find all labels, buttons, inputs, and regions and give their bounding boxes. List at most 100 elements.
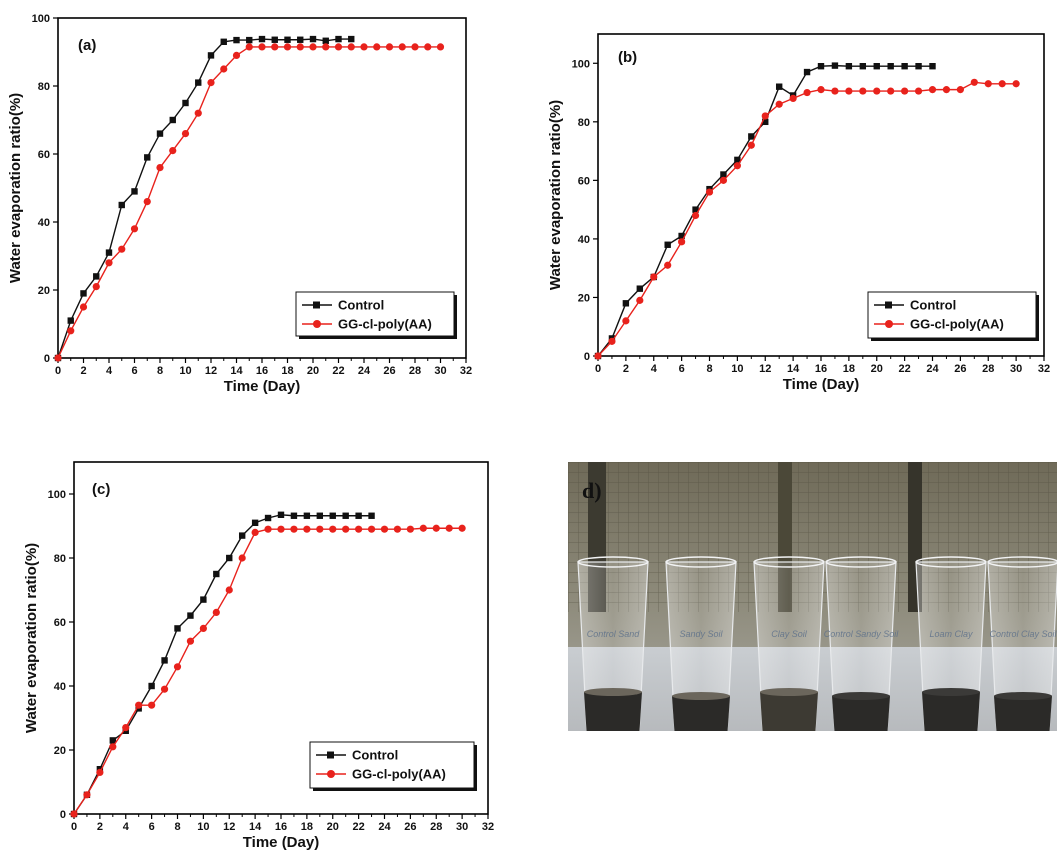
cup-soil xyxy=(922,692,980,754)
data-point-control xyxy=(664,241,671,248)
x-tick-label: 4 xyxy=(651,363,658,375)
data-point-control xyxy=(845,63,853,70)
cup-handwritten-label: Control Clay Soil xyxy=(989,629,1057,639)
x-tick-label: 2 xyxy=(623,363,629,375)
data-point-gg-cl-poly-aa xyxy=(419,524,427,532)
data-point-control xyxy=(303,512,311,519)
legend-shadow-bottom xyxy=(871,338,1039,341)
cup-soil xyxy=(832,696,890,754)
cup-handwritten-label: Control Sand xyxy=(587,629,641,639)
soil-cup: Control Sand xyxy=(577,556,649,755)
cup-soil-surface xyxy=(922,688,980,696)
x-axis-label: Time (Day) xyxy=(783,376,859,393)
data-point-control xyxy=(200,596,207,603)
data-point-gg-cl-poly-aa xyxy=(67,327,75,335)
soil-cup: Control Clay Soil xyxy=(987,556,1057,755)
data-point-control xyxy=(368,512,375,519)
chart-panel-b: 0 2 4 6 8 10 12 14 16 18 20 22 24 26 28 30 32 0 20 40 60 80 10… xyxy=(536,20,1057,400)
x-tick-label: 24 xyxy=(378,821,391,833)
soil-cup: Sandy Soil xyxy=(665,556,737,755)
legend-marker-square xyxy=(313,301,320,309)
x-tick-label: 28 xyxy=(430,821,442,833)
x-tick-label: 8 xyxy=(174,821,180,833)
legend-shadow-right xyxy=(1036,295,1039,341)
data-point-gg-cl-poly-aa xyxy=(329,525,337,533)
x-tick-label: 4 xyxy=(106,365,113,377)
data-point-control xyxy=(692,206,699,213)
y-tick-label: 0 xyxy=(584,351,590,363)
data-point-gg-cl-poly-aa xyxy=(83,791,91,799)
x-tick-label: 24 xyxy=(926,363,939,375)
data-point-gg-cl-poly-aa xyxy=(817,86,825,94)
x-tick-label: 16 xyxy=(815,363,827,375)
data-point-control xyxy=(316,512,324,519)
data-point-gg-cl-poly-aa xyxy=(845,87,853,95)
legend-shadow-bottom xyxy=(299,336,457,339)
y-tick-label: 60 xyxy=(578,175,590,187)
cup-handwritten-label: Control Sandy Soil xyxy=(824,629,900,639)
data-point-gg-cl-poly-aa xyxy=(322,43,330,51)
x-tick-label: 12 xyxy=(223,821,235,833)
x-tick-label: 26 xyxy=(954,363,966,375)
data-point-gg-cl-poly-aa xyxy=(942,86,951,94)
x-tick-label: 28 xyxy=(409,365,421,377)
data-point-control xyxy=(775,83,783,90)
x-tick-label: 30 xyxy=(456,821,468,833)
panel-label: (b) xyxy=(618,49,637,66)
y-tick-label: 40 xyxy=(578,234,590,246)
data-point-gg-cl-poly-aa xyxy=(747,141,755,149)
data-point-gg-cl-poly-aa xyxy=(678,238,686,246)
legend-label: GG-cl-poly(AA) xyxy=(338,317,432,332)
data-point-gg-cl-poly-aa xyxy=(406,525,414,533)
data-point-control xyxy=(258,35,266,43)
cup-soil-surface xyxy=(584,688,642,696)
data-point-control xyxy=(156,130,164,137)
data-point-gg-cl-poly-aa xyxy=(803,88,811,97)
legend-box xyxy=(867,291,1037,339)
data-point-gg-cl-poly-aa xyxy=(458,524,466,532)
data-point-gg-cl-poly-aa xyxy=(424,43,432,51)
data-point-gg-cl-poly-aa xyxy=(212,608,220,616)
data-point-control xyxy=(195,79,202,86)
data-point-control xyxy=(322,37,329,44)
data-point-gg-cl-poly-aa xyxy=(264,525,272,533)
data-point-control xyxy=(213,570,220,578)
x-axis-label: Time (Day) xyxy=(224,378,300,395)
cup-handwritten-label: Loam Clay xyxy=(929,629,973,639)
data-point-gg-cl-poly-aa xyxy=(956,86,964,94)
soil-cups-photo: Control Sand Sandy Soil Clay Soil Control S… xyxy=(568,462,1057,755)
data-point-gg-cl-poly-aa xyxy=(761,112,769,120)
data-point-control xyxy=(929,63,936,70)
data-point-gg-cl-poly-aa xyxy=(156,164,164,172)
x-tick-label: 18 xyxy=(843,363,855,375)
data-point-control xyxy=(277,511,285,518)
data-point-gg-cl-poly-aa xyxy=(360,43,368,51)
data-point-gg-cl-poly-aa xyxy=(393,525,402,533)
data-point-gg-cl-poly-aa xyxy=(650,273,658,281)
data-point-control xyxy=(67,317,74,324)
data-point-control xyxy=(233,36,240,44)
data-point-gg-cl-poly-aa xyxy=(347,43,355,51)
x-tick-label: 32 xyxy=(1038,363,1050,375)
y-tick-label: 40 xyxy=(54,681,66,693)
data-point-gg-cl-poly-aa xyxy=(636,296,644,304)
data-point-gg-cl-poly-aa xyxy=(664,261,672,269)
panel-label: (c) xyxy=(92,481,110,498)
data-point-control xyxy=(355,512,362,519)
data-point-control xyxy=(329,512,336,519)
data-point-control xyxy=(246,36,253,44)
legend-shadow-right xyxy=(454,295,457,339)
data-point-gg-cl-poly-aa xyxy=(887,87,895,95)
data-point-gg-cl-poly-aa xyxy=(199,624,207,632)
x-tick-label: 22 xyxy=(353,821,365,833)
data-point-gg-cl-poly-aa xyxy=(691,211,700,220)
data-point-control xyxy=(109,737,117,744)
legend-label: Control xyxy=(352,748,398,763)
legend-marker-circle xyxy=(313,320,321,328)
data-point-gg-cl-poly-aa xyxy=(251,528,259,536)
data-point-gg-cl-poly-aa xyxy=(105,259,113,267)
cup-rim xyxy=(753,556,825,568)
x-tick-label: 32 xyxy=(482,821,494,833)
data-point-gg-cl-poly-aa xyxy=(998,80,1006,88)
cup-rim xyxy=(915,556,987,568)
